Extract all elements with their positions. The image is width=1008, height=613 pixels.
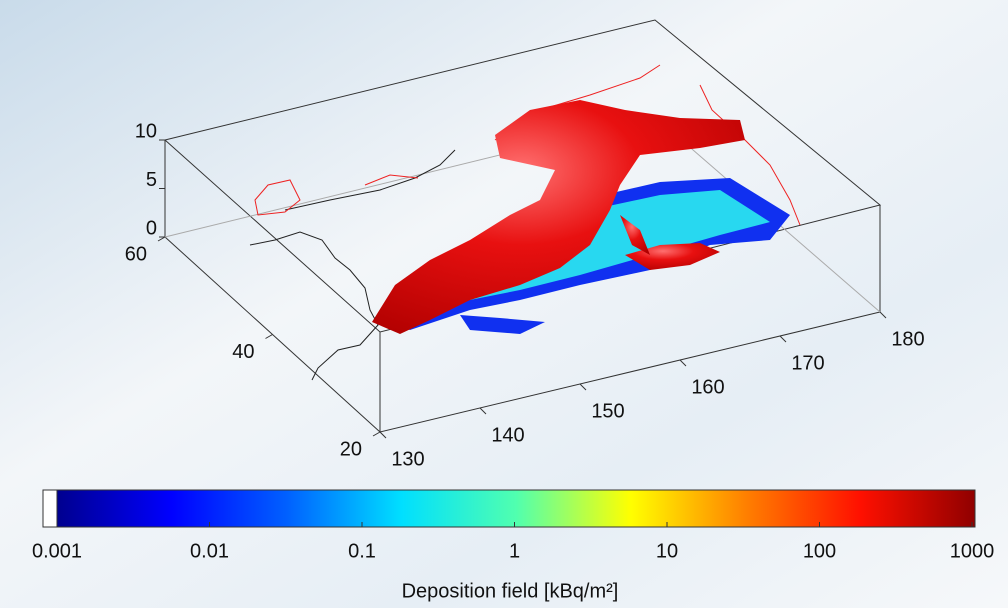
z-tick-label: 10 (135, 120, 157, 142)
colorbar-tick-label: 1000 (950, 540, 995, 562)
colorbar-tick-label: 10 (656, 540, 678, 562)
colorbar (43, 490, 975, 527)
lon-tick-label: 160 (691, 376, 724, 398)
lon-tick-label: 180 (891, 328, 924, 350)
z-tick-label: 5 (146, 169, 157, 191)
z-tick-label: 0 (146, 217, 157, 239)
colorbar-tick-label: 1 (509, 540, 520, 562)
lon-tick-label: 140 (491, 424, 524, 446)
lat-tick-label: 60 (125, 243, 147, 265)
colorbar-under (43, 490, 57, 527)
lat-tick-label: 20 (340, 438, 362, 460)
lon-tick-label: 170 (791, 352, 824, 374)
colorbar-tick-label: 0.001 (32, 540, 82, 562)
lon-tick-label: 150 (591, 400, 624, 422)
lon-tick-label: 130 (391, 448, 424, 470)
figure: Deposition field [kBq/m²] 0 5 10 20 40 60 130 1… (0, 0, 1008, 608)
lat-tick-label: 40 (232, 341, 254, 363)
colorbar-label: Deposition field [kBq/m²] (402, 580, 619, 602)
colorbar-scale (57, 490, 975, 527)
page: {"plot": {"z_ticks": [0, 5, 10], "lat_ti… (0, 0, 1008, 608)
colorbar-tick-label: 0.1 (348, 540, 376, 562)
colorbar-tick-label: 0.01 (190, 540, 229, 562)
colorbar-tick-label: 100 (803, 540, 836, 562)
